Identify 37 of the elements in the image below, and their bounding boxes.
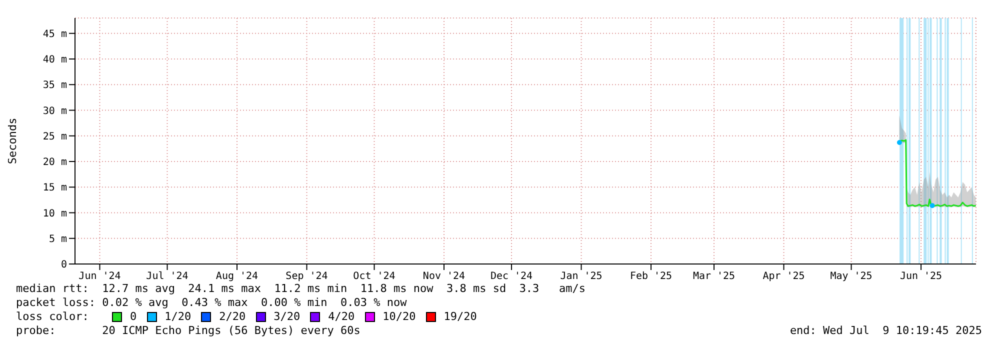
x-tick-label: Sep '24	[286, 271, 328, 282]
y-tick-label: 5 m	[48, 234, 67, 245]
text: probe: 20 ICMP Echo Pings (56 Bytes) every 60s	[16, 324, 360, 338]
x-tick-label: Oct '24	[353, 271, 396, 282]
x-tick-label: Feb '25	[630, 271, 672, 282]
legend-label: 2/20	[219, 310, 246, 324]
y-tick-label: 25 m	[42, 131, 67, 142]
text: packet loss: 0.02 % avg 0.43 % max 0.00 % min 0.03 % now	[16, 296, 408, 310]
x-tick-label: Jan '25	[560, 271, 602, 282]
x-tick-label: Aug '24	[216, 271, 258, 282]
y-tick-label: 40 m	[42, 54, 67, 66]
x-tick-label: May '25	[830, 271, 872, 282]
text: median rtt: 12.7 ms avg 24.1 ms max 11.2 ms min 11.8 ms now 3.8 ms sd 3.3 am/s	[16, 282, 587, 296]
y-tick-label: 15 m	[42, 182, 67, 194]
y-tick-label: 10 m	[42, 208, 67, 220]
x-tick-label: Mar '25	[692, 271, 736, 282]
legend-label: 1/20	[164, 310, 192, 324]
legend-label: 3/20	[274, 310, 300, 324]
y-tick-label: 0	[60, 260, 67, 271]
y-tick-label: 20 m	[42, 157, 67, 168]
legend-label: 0	[130, 310, 137, 324]
x-tick-label: Jun '25	[900, 271, 942, 282]
line-series	[898, 139, 976, 207]
y-axis-title: Seconds	[6, 118, 19, 164]
legend-label: 10/20	[382, 310, 416, 324]
x-tick-label: Jul '24	[146, 271, 188, 282]
text: end: Wed Jul 9 10:19:45 2025	[790, 324, 982, 338]
x-tick-label: Nov '24	[422, 271, 466, 282]
y-tick-label: 35 m	[42, 80, 67, 92]
y-tick-label: 30 m	[42, 106, 67, 117]
x-tick-label: Dec '24	[490, 271, 533, 282]
y-tick-label: 45 m	[42, 28, 67, 40]
x-tick-label: Jun '24	[78, 271, 121, 282]
legend-label: 19/20	[444, 310, 477, 324]
x-tick-label: Apr '25	[762, 271, 805, 282]
legend-title: loss color:	[16, 310, 90, 324]
legend-label: 4/20	[328, 310, 355, 324]
